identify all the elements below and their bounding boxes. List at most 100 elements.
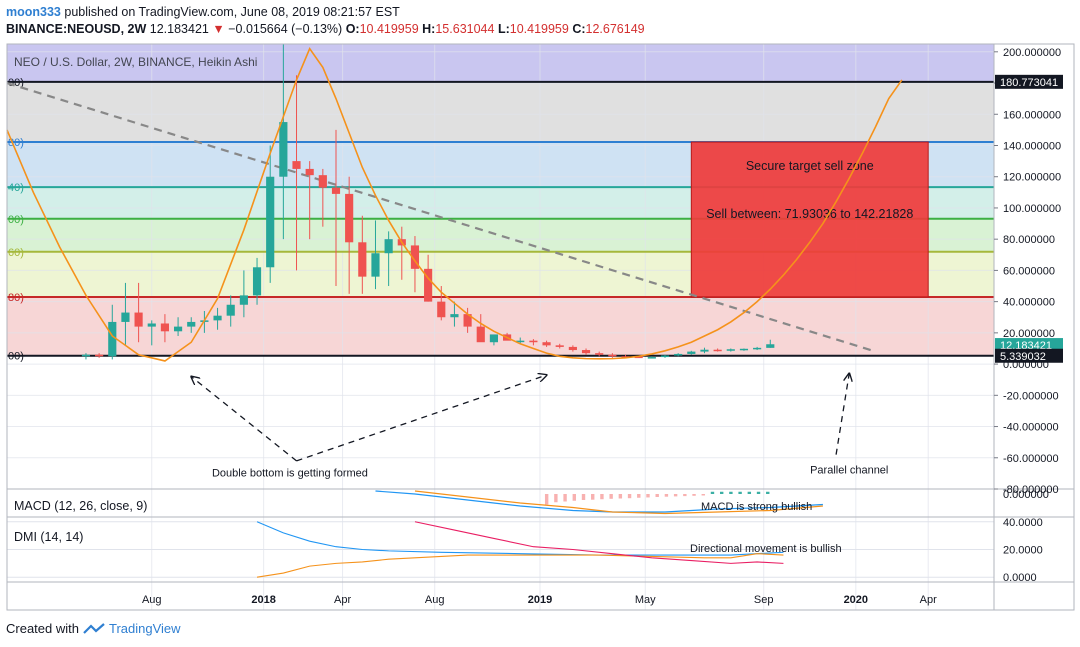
dmi-note: Directional movement is bullish bbox=[690, 543, 842, 555]
macd-hist-bar-10 bbox=[637, 494, 641, 498]
symbol-label: BINANCE:NEOUSD, 2W bbox=[6, 22, 147, 36]
price-tick-label-9: 20.000000 bbox=[1003, 328, 1055, 340]
candle-body-49 bbox=[726, 349, 735, 351]
candle-body-1 bbox=[95, 354, 104, 357]
price-tick-label-8: 40.000000 bbox=[1003, 297, 1055, 309]
candle-body-45 bbox=[674, 353, 683, 356]
candle-body-2 bbox=[108, 321, 117, 357]
dmi-pane[interactable] bbox=[7, 521, 994, 578]
candle-body-3 bbox=[121, 312, 130, 322]
candle-body-25 bbox=[410, 245, 420, 269]
candle-body-7 bbox=[174, 326, 183, 332]
candle-body-50 bbox=[739, 348, 749, 351]
high-value: 15.631044 bbox=[435, 22, 495, 36]
candle-body-27 bbox=[437, 301, 446, 318]
macd-hist-bar-23 bbox=[756, 491, 761, 494]
fib-band-0 bbox=[7, 44, 994, 82]
price-tick-label-11: -20.000000 bbox=[1003, 390, 1059, 402]
candle-body-26 bbox=[424, 268, 433, 302]
macd-hist-bar-5 bbox=[591, 494, 595, 500]
price-tick-label-14: -80.000000 bbox=[1003, 484, 1059, 496]
price-tick-label-5: 100.000000 bbox=[1003, 203, 1061, 215]
fib-label-4: 00) bbox=[8, 214, 24, 226]
fib-band-1 bbox=[7, 81, 994, 143]
author-link[interactable]: moon333 bbox=[6, 5, 61, 19]
price-label-bg-1 bbox=[995, 338, 1063, 353]
time-tick-label-6: Sep bbox=[754, 594, 774, 606]
macd-label: MACD (12, 26, close, 9) bbox=[14, 499, 147, 513]
fib-label-7: 00) bbox=[8, 351, 24, 363]
axes: 200.000000180.000000160.000000140.000000… bbox=[6, 43, 1075, 611]
dmi-tick-label-1: 20.0000 bbox=[1003, 545, 1043, 557]
candle-body-11 bbox=[226, 304, 235, 316]
sell-zone-box bbox=[690, 141, 929, 298]
macd-signal-line bbox=[414, 490, 823, 515]
chart-title: NEO / U.S. Dollar, 2W, BINANCE, Heikin A… bbox=[14, 55, 257, 69]
low-value: 10.419959 bbox=[509, 22, 569, 36]
macd-hist-bar-12 bbox=[655, 494, 659, 497]
close-value: 12.676149 bbox=[585, 22, 645, 36]
candle-body-29 bbox=[463, 314, 472, 327]
price-label-bg-0 bbox=[995, 74, 1063, 89]
candle-body-5 bbox=[147, 323, 156, 327]
macd-pane[interactable] bbox=[375, 490, 823, 515]
candle-body-51 bbox=[753, 347, 762, 350]
macd-hist-bar-22 bbox=[747, 491, 752, 494]
candle-body-37 bbox=[568, 346, 577, 351]
candle-body-18 bbox=[318, 175, 327, 188]
candle-body-34 bbox=[529, 340, 538, 343]
time-tick-label-3: Aug bbox=[425, 594, 445, 606]
candle-body-8 bbox=[187, 321, 196, 327]
price-tick-label-13: -60.000000 bbox=[1003, 453, 1059, 465]
time-tick-label-1: 2018 bbox=[251, 594, 275, 606]
candle-body-4 bbox=[134, 312, 143, 327]
dmi-plus-di bbox=[256, 521, 784, 556]
candle-body-16 bbox=[292, 161, 301, 169]
time-tick-label-4: 2019 bbox=[528, 594, 552, 606]
candle-body-43 bbox=[647, 357, 656, 359]
price-pane[interactable]: 00)80)40)00)60)80)00)Secure target sell … bbox=[6, 44, 994, 610]
time-tick-label-5: May bbox=[635, 594, 656, 606]
price-tick-label-0: 200.000000 bbox=[1003, 47, 1061, 59]
candle-body-6 bbox=[160, 323, 169, 332]
tradingview-brand-link[interactable]: TradingView bbox=[108, 621, 181, 636]
fib-band-6 bbox=[7, 296, 994, 356]
candle-body-0 bbox=[81, 354, 91, 357]
candle-body-17 bbox=[305, 168, 314, 176]
fib-label-3: 40) bbox=[8, 182, 24, 194]
candle-body-20 bbox=[345, 193, 354, 243]
zone-title: Secure target sell zone bbox=[746, 159, 874, 173]
fib-label-5: 60) bbox=[8, 247, 24, 259]
dmi-adx bbox=[414, 521, 784, 564]
price-label-0: 180.773041 bbox=[1000, 77, 1058, 89]
time-tick-label-2: Apr bbox=[334, 594, 351, 606]
publish-info: published on TradingView.com, June 08, 2… bbox=[64, 5, 400, 19]
dmi-minus-di bbox=[256, 553, 784, 578]
macd-hist-bar-24 bbox=[766, 491, 770, 494]
dmi-label: DMI (14, 14) bbox=[14, 530, 83, 544]
price-tick-label-4: 120.000000 bbox=[1003, 172, 1061, 184]
candle-body-19 bbox=[331, 187, 341, 194]
price-label-bg-2 bbox=[995, 348, 1063, 363]
created-with-label: Created with bbox=[6, 621, 79, 636]
macd-hist-bar-0 bbox=[544, 494, 549, 505]
trendline-dashed bbox=[6, 81, 876, 353]
annotation-arrow-0 bbox=[191, 377, 297, 462]
chart-frame bbox=[6, 43, 1075, 611]
ohlc-line: BINANCE:NEOUSD, 2W 12.183421 ▼ −0.015664… bbox=[6, 22, 645, 36]
candle-body-46 bbox=[687, 351, 696, 354]
candle-body-38 bbox=[581, 350, 591, 354]
macd-tick-label-0: 0.000000 bbox=[1003, 489, 1049, 501]
zone-range: Sell between: 71.93036 to 142.21828 bbox=[706, 207, 913, 221]
open-value: 10.419959 bbox=[359, 22, 419, 36]
price-label-2: 5.339032 bbox=[1000, 351, 1046, 363]
close-label: C: bbox=[572, 22, 586, 36]
price-tick-label-6: 80.000000 bbox=[1003, 234, 1055, 246]
macd-hist-bar-8 bbox=[618, 494, 623, 499]
candle-body-42 bbox=[634, 356, 643, 359]
macd-hist-bar-4 bbox=[581, 494, 586, 500]
macd-hist-bar-7 bbox=[609, 494, 613, 499]
annotation-arrow-2 bbox=[835, 373, 849, 455]
low-label: L: bbox=[497, 22, 510, 36]
